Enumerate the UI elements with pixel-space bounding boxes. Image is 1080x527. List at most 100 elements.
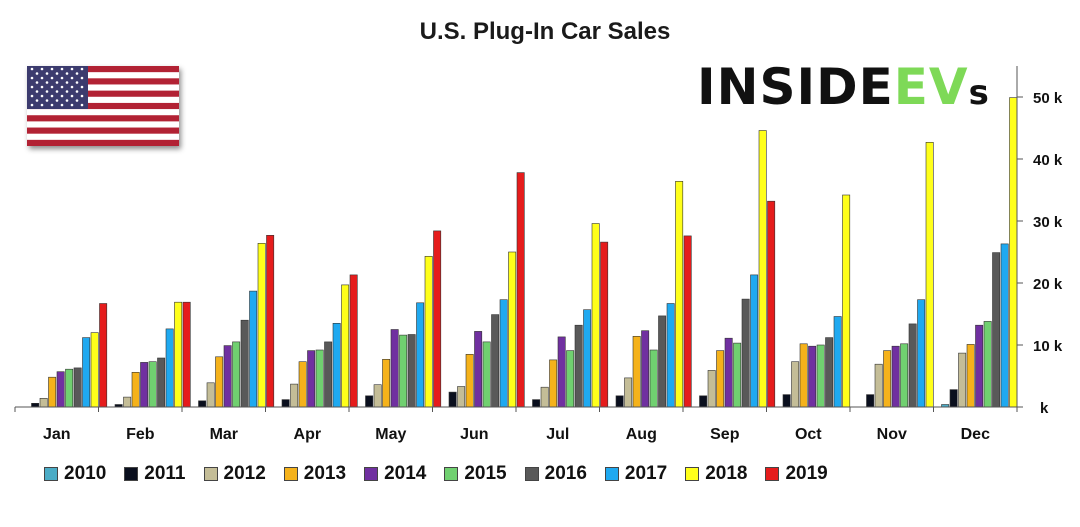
bar-2019-Aug — [683, 235, 692, 408]
bar-2012-May — [373, 384, 382, 408]
bar-2014-Apr — [307, 350, 316, 408]
legend-label: 2018 — [705, 463, 748, 484]
bar-2018-Apr — [341, 284, 350, 408]
x-tick-label: Jul — [546, 426, 569, 443]
bar-2018-Mar — [257, 243, 266, 408]
bar-2019-Jul — [600, 241, 609, 408]
bar-2015-Aug — [649, 349, 658, 408]
bar-2017-Feb — [165, 328, 174, 408]
legend-label: 2012 — [223, 463, 266, 484]
bar-2013-Oct — [799, 343, 808, 408]
legend-item-2018: 2018 — [685, 463, 747, 485]
bar-2016-Feb — [157, 357, 166, 408]
bar-2019-Mar — [266, 235, 275, 408]
chart-title: U.S. Plug-In Car Sales — [419, 18, 671, 45]
legend-swatch — [364, 467, 379, 481]
chart-legend: 2010 2011 2012 2013 2014 2015 2016 2017 2018 2019 — [44, 462, 846, 486]
x-tick-label: Nov — [877, 426, 907, 443]
bar-2013-Sep — [716, 350, 725, 408]
bar-2018-May — [424, 255, 433, 408]
bar-2017-Dec — [1000, 243, 1009, 408]
legend-item-2011: 2011 — [124, 463, 186, 485]
bar-2015-Jun — [482, 341, 491, 408]
bar-2018-Dec — [1009, 97, 1018, 408]
bar-2016-Jun — [491, 314, 500, 408]
bar-2019-May — [433, 230, 442, 408]
x-tick-label: Mar — [210, 426, 238, 443]
bar-2014-May — [390, 329, 399, 408]
legend-item-2019: 2019 — [765, 463, 828, 485]
legend-swatch — [685, 467, 700, 481]
bar-2013-Jul — [549, 359, 558, 408]
bar-2017-Oct — [833, 316, 842, 408]
legend-label: 2015 — [464, 463, 507, 484]
bar-2014-Dec — [975, 324, 984, 408]
bar-2011-Nov — [866, 394, 875, 408]
us-flag-icon — [27, 66, 179, 146]
bar-2013-Aug — [632, 335, 641, 408]
bar-2018-Sep — [758, 130, 767, 408]
legend-label: 2019 — [785, 463, 828, 484]
y-tick-label: 30 k — [1033, 214, 1063, 231]
bar-2012-Mar — [206, 382, 215, 408]
bar-2018-Feb — [174, 301, 183, 408]
bar-2015-Jan — [65, 368, 74, 408]
bar-2017-Nov — [917, 299, 926, 408]
legend-label: 2016 — [544, 463, 587, 484]
legend-swatch — [124, 467, 139, 481]
bar-2014-Sep — [724, 337, 733, 408]
bar-2012-Feb — [123, 396, 132, 408]
bar-2013-Feb — [131, 371, 140, 408]
bar-2012-Nov — [874, 363, 883, 408]
bar-2019-Jan — [99, 303, 108, 408]
bar-2016-Oct — [825, 337, 834, 408]
bar-2017-Jul — [583, 309, 592, 408]
bar-2015-Apr — [315, 349, 324, 408]
bar-2017-Jun — [499, 299, 508, 408]
bar-2018-Jul — [591, 223, 600, 408]
bar-2011-Aug — [615, 395, 624, 408]
legend-item-2017: 2017 — [604, 463, 668, 485]
bar-2014-Jul — [557, 336, 566, 408]
legend-item-2014: 2014 — [364, 463, 426, 485]
legend-label: 2011 — [144, 463, 186, 484]
bar-2013-Jan — [48, 376, 57, 408]
x-tick-label: Dec — [961, 426, 990, 443]
bar-2014-Aug — [641, 330, 650, 408]
bar-2011-Apr — [281, 399, 290, 408]
y-tick-label: 40 k — [1033, 152, 1063, 169]
x-tick-label: Apr — [294, 426, 322, 443]
bar-2013-Jun — [465, 353, 474, 408]
x-tick-label: Sep — [710, 426, 740, 443]
x-tick-label: Feb — [126, 426, 155, 443]
legend-label: 2013 — [303, 463, 347, 484]
bar-2016-Nov — [908, 323, 917, 408]
legend-swatch — [765, 467, 780, 481]
legend-swatch — [444, 467, 459, 481]
legend-swatch — [604, 467, 619, 481]
bar-2012-Jul — [540, 386, 549, 408]
bar-2015-May — [399, 334, 408, 408]
bar-2015-Nov — [900, 343, 909, 408]
bar-2016-Aug — [658, 315, 667, 408]
bar-2012-Aug — [624, 377, 633, 408]
x-tick-label: Jun — [460, 426, 488, 443]
x-tick-label: May — [375, 426, 406, 443]
bar-2012-Jun — [457, 386, 466, 408]
bar-2015-Feb — [148, 361, 157, 408]
legend-swatch — [524, 467, 539, 481]
legend-label: 2017 — [624, 463, 668, 484]
bar-2017-Mar — [249, 290, 258, 408]
bar-2017-Apr — [332, 322, 341, 408]
bar-2014-Oct — [808, 345, 817, 408]
legend-item-2015: 2015 — [444, 463, 507, 485]
legend-item-2010: 2010 — [44, 463, 106, 485]
bar-2017-May — [416, 302, 425, 408]
legend-swatch — [283, 467, 298, 481]
bar-2011-Jan — [31, 402, 40, 408]
bar-2012-Sep — [707, 370, 716, 408]
bar-2011-Dec — [949, 389, 958, 408]
bar-2013-Nov — [883, 350, 892, 408]
x-tick-label: Aug — [626, 426, 657, 443]
